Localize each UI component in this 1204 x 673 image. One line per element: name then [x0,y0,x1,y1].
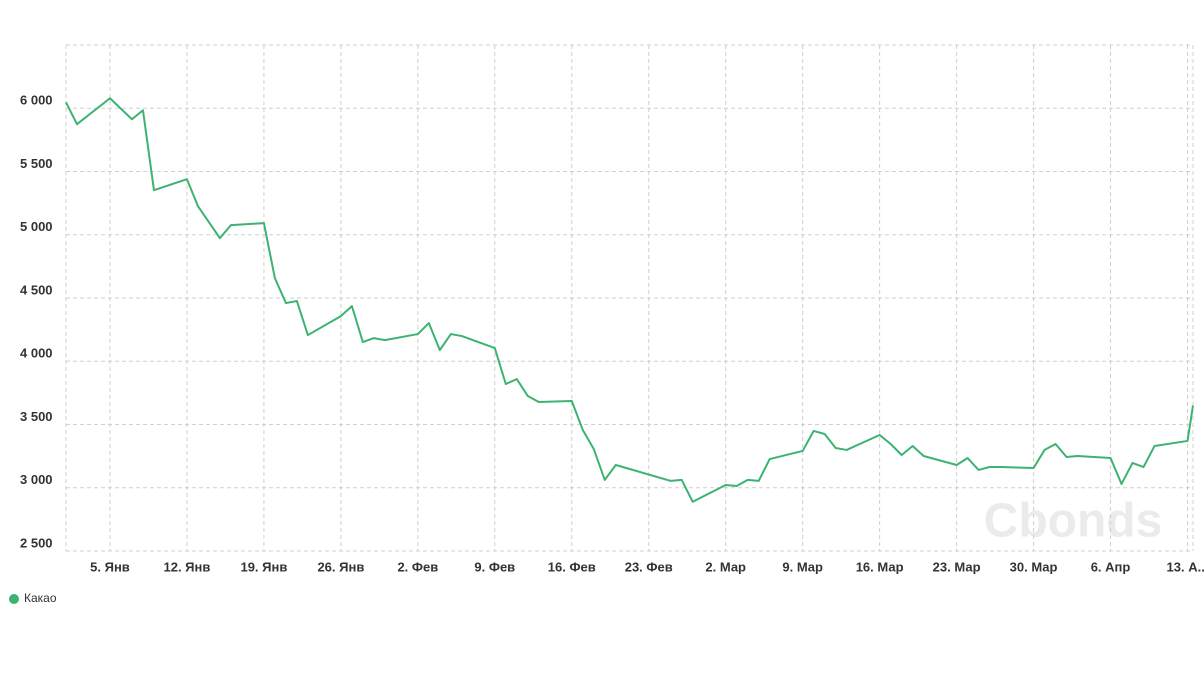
y-tick-label: 4 500 [20,282,53,297]
y-tick-label: 5 500 [20,156,53,171]
y-tick-label: 3 500 [20,409,53,424]
legend-marker [9,594,19,604]
x-tick-label: 26. Янв [317,559,364,574]
x-tick-label: 2. Фев [397,559,438,574]
y-tick-label: 5 000 [20,219,53,234]
x-tick-label: 6. Апр [1091,559,1131,574]
x-tick-label: 16. Фев [548,559,596,574]
x-tick-label: 16. Мар [856,559,904,574]
x-tick-label: 23. Фев [625,559,673,574]
x-tick-label: 2. Мар [705,559,746,574]
x-tick-label: 13. А... [1167,559,1204,574]
x-tick-label: 23. Мар [933,559,981,574]
legend-label: Какао [24,591,57,605]
x-tick-label: 9. Мар [782,559,823,574]
x-tick-label: 9. Фев [474,559,515,574]
y-tick-label: 3 000 [20,472,53,487]
x-tick-label: 5. Янв [90,559,130,574]
x-tick-label: 12. Янв [164,559,211,574]
x-tick-label: 30. Мар [1010,559,1058,574]
x-tick-label: 19. Янв [240,559,287,574]
watermark: Cbonds [984,495,1163,548]
y-tick-label: 2 500 [20,535,53,550]
y-tick-label: 4 000 [20,346,53,361]
line [65,97,1194,503]
y-tick-label: 6 000 [20,93,53,108]
